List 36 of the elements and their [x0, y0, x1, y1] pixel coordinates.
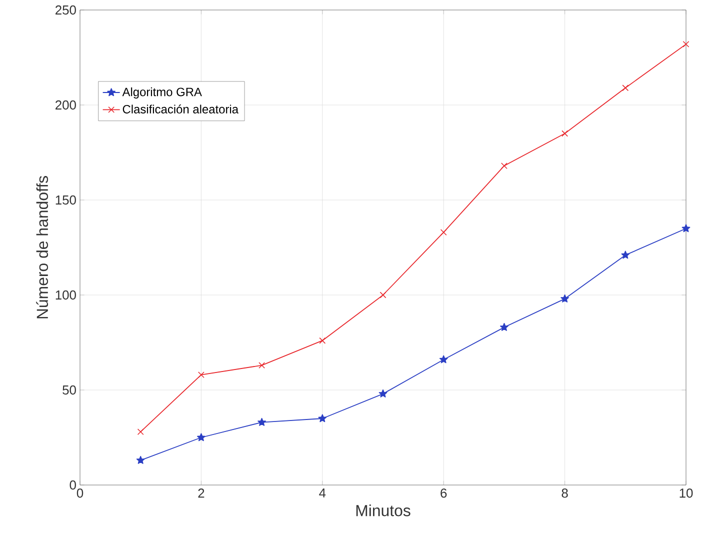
y-tick-label: 100 [56, 290, 76, 300]
point [440, 229, 447, 236]
point [682, 40, 690, 48]
point [258, 418, 266, 426]
y-tick-label: 150 [56, 195, 76, 205]
point [136, 456, 145, 464]
x-tick-label: 4 [319, 488, 326, 498]
point [380, 292, 386, 298]
point [621, 250, 630, 259]
y-tick-label: 50 [62, 385, 76, 395]
point [137, 428, 144, 436]
point [439, 355, 448, 364]
point [198, 372, 204, 378]
point [562, 130, 568, 137]
x-tick-label: 10 [680, 488, 693, 498]
x-tick-label: 6 [440, 488, 447, 498]
point [682, 224, 690, 232]
point [500, 322, 508, 331]
point [197, 433, 206, 442]
point [500, 162, 508, 170]
y-tick-label: 250 [56, 5, 76, 15]
x-tick-label: 0 [76, 488, 84, 498]
point [319, 337, 326, 344]
x-tick-label: 8 [562, 488, 568, 498]
legend-label: Clasificación aleatoria [122, 104, 239, 114]
point [622, 84, 629, 92]
point [378, 389, 388, 398]
point [258, 362, 266, 369]
legend-label: Algoritmo GRA [122, 87, 202, 99]
x-axis-title: Minutos [356, 504, 410, 516]
x-tick-label: 2 [198, 488, 204, 498]
y-axis-title: Número de handoffs [36, 176, 48, 318]
y-tick-label: 200 [56, 100, 76, 110]
point [318, 414, 327, 422]
point [560, 294, 569, 302]
y-tick-label: 0 [70, 480, 76, 490]
